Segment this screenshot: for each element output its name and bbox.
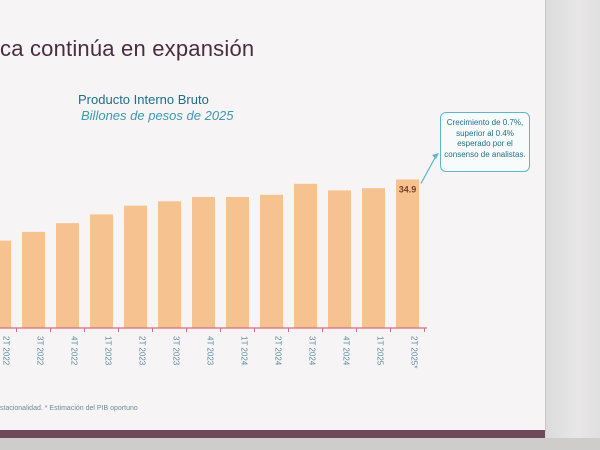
bar-1t-2023 [90,214,113,328]
bar-3t-2023 [158,201,181,328]
x-tick-label: 4T 2022 [70,336,79,366]
projection-wall [546,0,600,450]
x-tick-label: 1T 2024 [240,336,249,366]
bar-4t-2023 [192,196,215,328]
data-labels: 34.9 [399,184,417,194]
x-tick-label: 3T 2022 [36,336,45,366]
bar-3t-2022 [22,231,45,328]
x-tick-label: 2T 2022 [2,336,11,366]
bar-1t-2025 [362,188,385,328]
chart-subtitle: Billones de pesos de 2025 [81,108,234,123]
callout-arrowhead [432,153,439,159]
x-tick-label: 2T 2023 [138,336,147,366]
x-tick-label: 1T 2023 [104,336,113,366]
bar-3t-2024 [294,183,317,328]
x-tick-labels: 2T 2022 3T 2022 4T 2022 1T 2023 2T 2023 3T 20… [2,328,425,368]
footnote: stacionalidad. * Estimación del PIB opor… [0,405,138,412]
x-tick-label: 4T 2024 [342,336,351,366]
bar-4t-2022 [56,223,79,328]
wall-floor [0,438,600,450]
bar-2t-2024 [260,194,283,328]
x-tick-label: 3T 2023 [172,336,181,366]
x-tick-label: 4T 2023 [206,336,215,366]
bar-series [0,179,419,328]
slide-title: ca continúa en expansión [0,36,255,61]
bar-1t-2024 [226,196,249,328]
bar-2t-2025 [396,179,419,328]
growth-callout: Crecimiento de 0.7%, superior al 0.4% es… [440,112,530,172]
x-tick-label: 3T 2024 [308,336,317,366]
x-tick-label: 2T 2024 [274,336,283,366]
chart-title: Producto Interno Bruto [78,92,209,107]
bar-4t-2024 [328,190,351,328]
bar-2t-2023 [124,205,147,328]
bar-2t-2022 [0,240,11,328]
x-tick-label: 1T 2025 [376,336,385,366]
slide-bottom-band [0,430,545,438]
x-tick-label: 2T 2025* [410,336,419,368]
callout-arrow [420,155,437,184]
data-label: 34.9 [399,184,417,194]
